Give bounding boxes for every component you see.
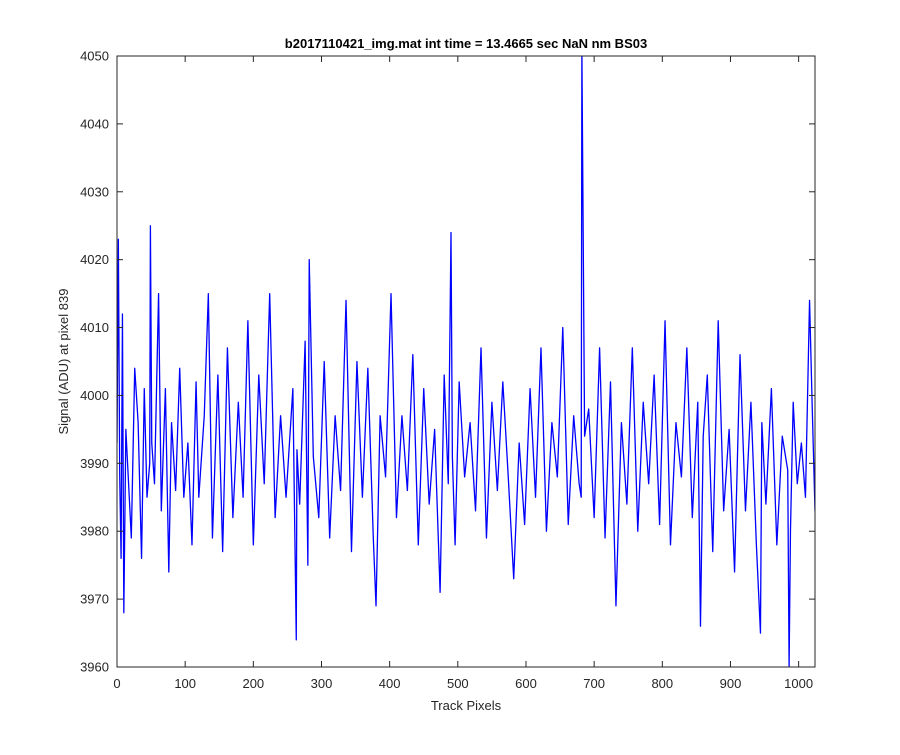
y-tick-label: 3960 [80,660,109,675]
y-tick-label: 4050 [80,49,109,64]
x-axis-label: Track Pixels [431,698,502,713]
y-tick-label: 3970 [80,592,109,607]
y-tick-label: 4030 [80,184,109,199]
x-tick-label: 100 [174,676,196,691]
x-tick-label: 200 [242,676,264,691]
x-tick-label: 1000 [784,676,813,691]
axes-box [116,55,816,668]
tick-layer: 0 100 200 300 400 500 600 700 800 900 1000 3960 3970… [80,49,815,691]
x-tick-label: 0 [113,676,120,691]
y-tick-label: 3980 [80,524,109,539]
x-tick-label: 700 [583,676,605,691]
y-tick-label: 4020 [80,252,109,267]
x-tick-label: 300 [311,676,333,691]
y-axis-label: Signal (ADU) at pixel 839 [56,289,71,435]
series-layer [117,56,815,667]
plot-area [117,56,815,667]
y-tick-label: 4000 [80,388,109,403]
x-tick-label: 400 [379,676,401,691]
x-tick-label: 900 [720,676,742,691]
y-tick-label: 4040 [80,116,109,131]
x-tick-label: 800 [651,676,673,691]
x-tick-label: 500 [447,676,469,691]
y-tick-label: 4010 [80,320,109,335]
chart-title: b2017110421_img.mat int time = 13.4665 s… [285,36,647,51]
y-tick-label: 3990 [80,456,109,471]
series-line-0 [117,56,815,667]
x-tick-label: 600 [515,676,537,691]
